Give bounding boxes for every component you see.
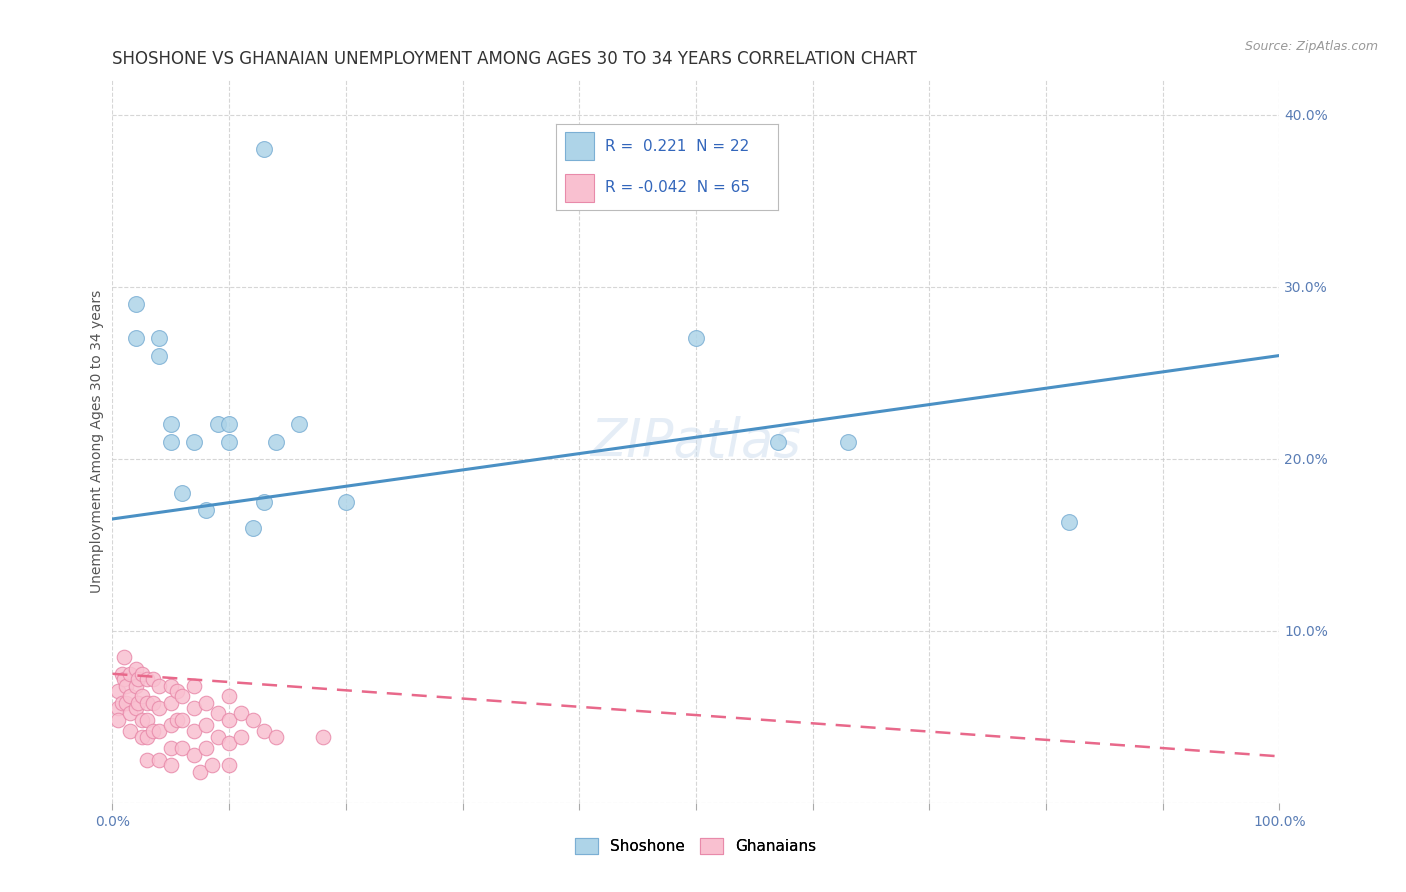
Point	[160, 740, 183, 755]
Point	[118, 723, 141, 738]
Point	[207, 731, 229, 745]
Point	[136, 731, 159, 745]
Point	[194, 718, 217, 732]
Point	[218, 713, 240, 727]
Point	[142, 696, 165, 710]
Point	[685, 331, 707, 345]
Point	[118, 689, 141, 703]
Point	[253, 494, 276, 508]
Point	[264, 731, 287, 745]
Point	[160, 758, 183, 772]
Point	[112, 649, 135, 664]
Point	[131, 666, 153, 681]
FancyBboxPatch shape	[565, 132, 593, 160]
Point	[160, 434, 183, 449]
Point	[183, 434, 205, 449]
Point	[218, 689, 240, 703]
Point	[766, 434, 789, 449]
Point	[288, 417, 311, 432]
Point	[125, 701, 148, 715]
Point	[115, 696, 138, 710]
Point	[111, 666, 134, 681]
Point	[218, 758, 240, 772]
Point	[188, 764, 211, 779]
FancyBboxPatch shape	[565, 174, 593, 202]
Point	[160, 696, 183, 710]
Point	[183, 701, 205, 715]
Point	[111, 696, 134, 710]
Y-axis label: Unemployment Among Ages 30 to 34 years: Unemployment Among Ages 30 to 34 years	[90, 290, 104, 593]
Point	[148, 331, 170, 345]
Point	[118, 706, 141, 721]
Point	[183, 679, 205, 693]
Point	[218, 735, 240, 749]
Point	[242, 520, 264, 534]
Point	[148, 679, 170, 693]
Point	[160, 718, 183, 732]
Point	[136, 696, 159, 710]
Text: SHOSHONE VS GHANAIAN UNEMPLOYMENT AMONG AGES 30 TO 34 YEARS CORRELATION CHART: SHOSHONE VS GHANAIAN UNEMPLOYMENT AMONG …	[112, 50, 917, 68]
Point	[229, 731, 252, 745]
Point	[264, 434, 287, 449]
Point	[229, 706, 252, 721]
Point	[172, 689, 194, 703]
Point	[242, 713, 264, 727]
Point	[183, 723, 205, 738]
Point	[125, 679, 148, 693]
Point	[218, 417, 240, 432]
Point	[107, 713, 129, 727]
Legend: Shoshone, Ghanaians: Shoshone, Ghanaians	[569, 832, 823, 860]
Point	[127, 696, 149, 710]
Point	[125, 297, 148, 311]
Point	[207, 706, 229, 721]
Point	[253, 142, 276, 156]
Point	[311, 731, 333, 745]
Point	[131, 689, 153, 703]
Point	[118, 666, 141, 681]
Point	[112, 672, 135, 686]
Text: Source: ZipAtlas.com: Source: ZipAtlas.com	[1244, 40, 1378, 54]
Point	[172, 486, 194, 500]
Point	[194, 503, 217, 517]
Point	[218, 434, 240, 449]
Point	[142, 723, 165, 738]
Point	[148, 723, 170, 738]
Point	[160, 417, 183, 432]
Point	[172, 740, 194, 755]
Text: R = -0.042  N = 65: R = -0.042 N = 65	[605, 180, 749, 195]
Point	[194, 740, 217, 755]
Point	[136, 713, 159, 727]
Point	[837, 434, 859, 449]
Point	[148, 753, 170, 767]
Point	[115, 679, 138, 693]
Text: ZIPatlas: ZIPatlas	[591, 416, 801, 467]
Point	[183, 747, 205, 762]
Point	[1059, 516, 1081, 530]
Point	[148, 349, 170, 363]
Point	[166, 684, 188, 698]
Point	[172, 713, 194, 727]
Point	[148, 701, 170, 715]
Point	[160, 679, 183, 693]
Point	[107, 684, 129, 698]
Point	[127, 672, 149, 686]
Point	[107, 701, 129, 715]
Point	[136, 753, 159, 767]
Point	[194, 696, 217, 710]
Text: R =  0.221  N = 22: R = 0.221 N = 22	[605, 138, 749, 153]
Point	[131, 731, 153, 745]
Point	[201, 758, 224, 772]
Point	[335, 494, 357, 508]
Point	[136, 672, 159, 686]
Point	[125, 662, 148, 676]
Point	[125, 331, 148, 345]
Point	[166, 713, 188, 727]
Point	[131, 713, 153, 727]
Point	[142, 672, 165, 686]
Point	[207, 417, 229, 432]
Point	[253, 723, 276, 738]
